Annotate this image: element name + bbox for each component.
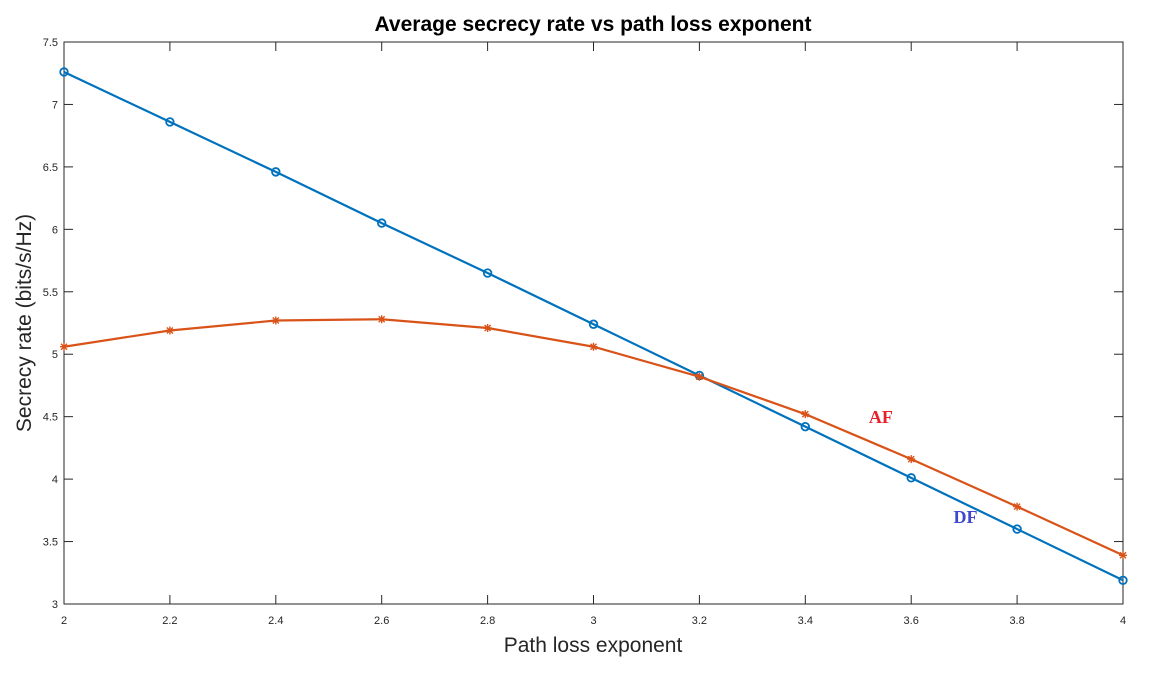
data-point-af [589, 342, 598, 351]
annotation-layer: AF DF [869, 407, 978, 527]
y-tick-label: 4 [52, 474, 58, 486]
x-tick-label: 2.8 [480, 615, 495, 627]
data-point-af [801, 410, 810, 419]
x-tick-label: 3.8 [1009, 615, 1024, 627]
data-point-df [271, 167, 281, 177]
series-layer [59, 67, 1128, 585]
data-point-df [377, 218, 387, 228]
data-point-df [800, 421, 810, 432]
x-tick-label: 3.2 [692, 615, 707, 627]
y-tick-label: 4.5 [43, 412, 58, 424]
data-point-df [59, 67, 69, 77]
x-tick-label: 3.4 [798, 615, 813, 627]
series-line-df [63, 70, 1124, 582]
x-tick-label: 2.6 [374, 615, 389, 627]
y-axis-ticks: 3 3.5 4 4.5 5 5.5 6 6.5 7 7.5 [43, 37, 1123, 611]
data-point-df [588, 319, 599, 329]
x-tick-label: 2 [61, 615, 67, 627]
data-point-df [165, 117, 175, 127]
data-point-df [1118, 575, 1128, 585]
x-tick-label: 3.6 [904, 615, 919, 627]
data-point-af [695, 372, 704, 381]
data-point-df [906, 473, 916, 483]
y-tick-label: 7.5 [43, 37, 58, 49]
y-tick-label: 5 [52, 349, 58, 361]
x-tick-label: 2.4 [268, 615, 283, 627]
annotation-af: AF [869, 407, 893, 427]
data-point-df [482, 268, 493, 278]
x-axis-title: Path loss exponent [504, 634, 683, 657]
y-tick-label: 6 [52, 224, 58, 236]
x-tick-label: 4 [1120, 615, 1126, 627]
y-axis-title: Secrecy rate (bits/s/Hz) [13, 214, 36, 432]
y-tick-label: 5.5 [43, 287, 58, 299]
x-tick-label: 2.2 [162, 615, 177, 627]
data-point-af [377, 315, 386, 324]
data-point-af [165, 326, 174, 335]
annotation-df: DF [954, 507, 978, 527]
data-point-af [271, 316, 280, 325]
data-point-df [1012, 524, 1022, 534]
y-tick-label: 3 [52, 599, 58, 611]
y-tick-label: 6.5 [43, 162, 58, 174]
chart-title: Average secrecy rate vs path loss expone… [375, 13, 812, 36]
y-tick-label: 7 [52, 99, 58, 111]
data-point-af [483, 323, 492, 332]
y-tick-label: 3.5 [43, 537, 58, 549]
data-point-af [60, 342, 68, 351]
x-tick-label: 3 [590, 615, 596, 627]
data-point-af [907, 455, 916, 464]
data-point-af [1119, 551, 1127, 560]
data-point-af [1013, 502, 1022, 511]
series-af [60, 315, 1127, 560]
x-axis-ticks: 2 2.2 2.4 2.6 2.8 3 3.2 3.4 3.6 3.8 4 [61, 42, 1126, 627]
